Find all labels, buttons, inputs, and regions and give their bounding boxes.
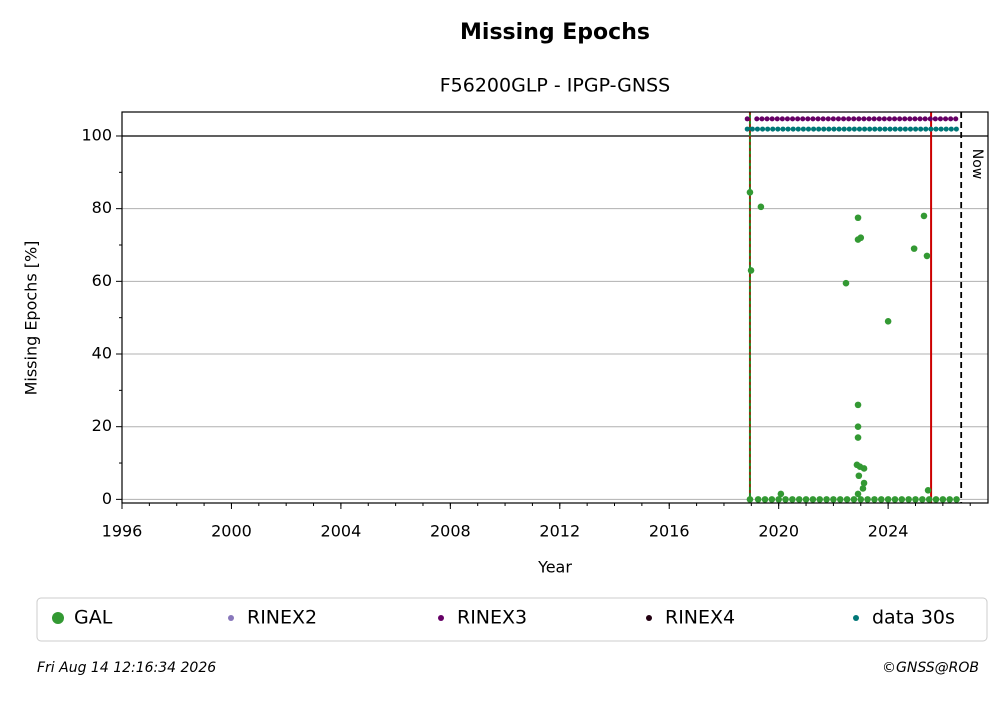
y-tick-label: 100 [81,125,112,144]
data-point [747,267,755,274]
credit: ©GNSS@ROB [882,660,979,676]
legend-marker [52,612,64,624]
data-point [842,279,850,287]
legend-label: data 30s [872,607,955,629]
y-tick-label: 20 [92,416,112,435]
x-tick-label: 2016 [649,522,690,541]
data-point [789,496,796,503]
data-point [891,496,899,503]
timestamp: Fri Aug 14 12:16:34 2026 [37,660,216,676]
data-point [919,496,926,503]
y-tick-label: 60 [92,271,112,290]
legend-box [36,597,988,642]
data-point [854,434,862,441]
legend-label: GAL [74,607,113,629]
data-point [795,496,803,503]
x-tick-label: 1996 [102,522,143,541]
chart-title: Missing Epochs [460,20,650,45]
legend-marker [853,615,859,621]
x-axis-label: Year [537,558,572,577]
data-point [946,496,953,503]
data-point [768,496,776,503]
x-tick-label: 2000 [211,522,252,541]
chart-subtitle: F56200GLP - IPGP-GNSS [440,75,671,97]
now-label: Now [969,149,985,180]
data-point [925,496,933,503]
data-point [857,234,865,242]
data-point [854,490,862,498]
data-point [923,252,931,260]
data-point [854,214,862,222]
data-point [836,496,844,503]
data-point [823,496,830,503]
legend-marker [646,615,652,621]
data-point [910,245,918,252]
data-point [884,318,892,325]
data-point [877,496,885,503]
data-point [854,401,862,409]
data-point [898,496,906,503]
data-point [912,496,919,503]
legend-marker [438,615,444,621]
data-point [754,496,762,503]
data-point [746,189,754,196]
legend-marker [228,615,234,621]
x-tick-label: 2024 [868,522,909,541]
data-point [830,496,837,503]
y-tick-label: 40 [92,344,112,363]
data-point [871,496,878,503]
data-point [746,496,754,503]
data-point [859,485,867,492]
data-point [857,496,865,503]
data-point [775,496,782,503]
x-tick-label: 2004 [321,522,362,541]
x-tick-label: 2020 [758,522,799,541]
data-point [809,496,817,503]
data-point [860,479,868,487]
y-tick-label: 80 [92,198,112,217]
data-point [777,490,785,498]
data-point [855,472,863,480]
data-point [854,423,862,430]
y-tick-label: 0 [102,489,112,508]
data-point [932,496,940,503]
data-point [850,496,858,503]
data-point [761,496,769,503]
data-point [843,496,851,503]
legend-label: RINEX2 [247,607,317,629]
data-point [953,496,960,503]
data-point [905,496,912,503]
data-point [864,496,871,503]
data-point [924,486,932,494]
legend-label: RINEX4 [665,607,735,629]
data-point [860,465,868,472]
data-point [816,496,824,503]
data-point [757,203,765,211]
y-axis-label: Missing Epochs [%] [22,241,41,396]
data-point [782,496,789,503]
x-tick-label: 2012 [539,522,580,541]
legend-label: RINEX3 [457,607,527,629]
data-point [920,212,928,220]
plot-frame [121,111,989,504]
data-point [939,496,947,503]
data-point [802,496,810,503]
x-tick-label: 2008 [430,522,471,541]
data-point [884,496,892,503]
